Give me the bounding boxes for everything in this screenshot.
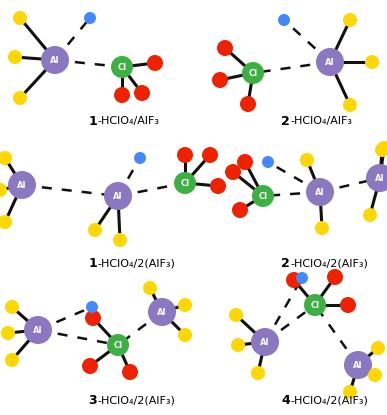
Text: -HClO₄/AlF₃: -HClO₄/AlF₃	[97, 116, 159, 126]
Circle shape	[88, 223, 102, 237]
Circle shape	[286, 272, 302, 288]
Circle shape	[8, 171, 36, 199]
Circle shape	[363, 208, 377, 222]
Text: Al: Al	[353, 361, 363, 369]
Circle shape	[304, 294, 326, 316]
Text: -HClO₄/2(AlF₃): -HClO₄/2(AlF₃)	[97, 258, 175, 268]
Text: -HClO₄/2(AlF₃): -HClO₄/2(AlF₃)	[97, 395, 175, 405]
Text: Al: Al	[50, 56, 60, 64]
Circle shape	[327, 269, 343, 285]
Text: Cl: Cl	[113, 340, 123, 349]
Text: Al: Al	[315, 188, 325, 196]
Circle shape	[1, 326, 15, 340]
Circle shape	[41, 46, 69, 74]
Circle shape	[232, 202, 248, 218]
Circle shape	[344, 351, 372, 379]
Circle shape	[368, 368, 382, 382]
Circle shape	[231, 338, 245, 352]
Text: 2: 2	[281, 115, 290, 127]
Text: 2: 2	[281, 256, 290, 269]
Circle shape	[0, 183, 7, 197]
Circle shape	[5, 300, 19, 314]
Circle shape	[82, 358, 98, 374]
Circle shape	[86, 301, 98, 313]
Circle shape	[147, 55, 163, 71]
Text: Al: Al	[17, 181, 27, 190]
Circle shape	[13, 91, 27, 105]
Circle shape	[212, 72, 228, 88]
Text: 3: 3	[88, 393, 97, 407]
Circle shape	[134, 85, 150, 101]
Circle shape	[251, 366, 265, 380]
Text: -HClO₄/2(AlF₃): -HClO₄/2(AlF₃)	[290, 258, 368, 268]
Text: Al: Al	[113, 191, 123, 200]
Text: Cl: Cl	[180, 178, 190, 188]
Circle shape	[111, 56, 133, 78]
Circle shape	[252, 185, 274, 207]
Circle shape	[296, 272, 308, 284]
Circle shape	[240, 96, 256, 112]
Text: Cl: Cl	[310, 300, 320, 310]
Text: Al: Al	[375, 173, 385, 183]
Text: Al: Al	[260, 337, 270, 347]
Circle shape	[366, 164, 387, 192]
Circle shape	[217, 40, 233, 56]
Text: Al: Al	[33, 325, 43, 334]
Text: -HClO₄/2(AlF₃): -HClO₄/2(AlF₃)	[290, 395, 368, 405]
Circle shape	[316, 48, 344, 76]
Circle shape	[85, 310, 101, 326]
Circle shape	[365, 55, 379, 69]
Circle shape	[177, 147, 193, 163]
Circle shape	[143, 281, 157, 295]
Circle shape	[5, 353, 19, 367]
Text: Al: Al	[157, 308, 167, 317]
Circle shape	[229, 308, 243, 322]
Circle shape	[104, 182, 132, 210]
Circle shape	[178, 298, 192, 312]
Circle shape	[0, 151, 12, 165]
Circle shape	[178, 328, 192, 342]
Text: Al: Al	[325, 58, 335, 66]
Circle shape	[113, 233, 127, 247]
Circle shape	[237, 154, 253, 170]
Circle shape	[251, 328, 279, 356]
Circle shape	[202, 147, 218, 163]
Circle shape	[315, 221, 329, 235]
Circle shape	[306, 178, 334, 206]
Circle shape	[84, 12, 96, 24]
Circle shape	[300, 153, 314, 167]
Circle shape	[174, 172, 196, 194]
Circle shape	[242, 62, 264, 84]
Circle shape	[210, 178, 226, 194]
Circle shape	[8, 50, 22, 64]
Text: 1: 1	[88, 115, 97, 127]
Text: -HClO₄/AlF₃: -HClO₄/AlF₃	[290, 116, 352, 126]
Circle shape	[278, 14, 290, 26]
Circle shape	[148, 298, 176, 326]
Text: 4: 4	[281, 393, 290, 407]
Text: Cl: Cl	[248, 68, 258, 78]
Circle shape	[24, 316, 52, 344]
Circle shape	[340, 297, 356, 313]
Circle shape	[134, 152, 146, 164]
Text: Cl: Cl	[259, 191, 267, 200]
Circle shape	[343, 13, 357, 27]
Circle shape	[343, 385, 357, 399]
Circle shape	[262, 156, 274, 168]
Circle shape	[371, 341, 385, 355]
Circle shape	[377, 141, 387, 155]
Circle shape	[375, 143, 387, 157]
Circle shape	[107, 334, 129, 356]
Text: 1: 1	[88, 256, 97, 269]
Circle shape	[0, 215, 12, 229]
Text: Cl: Cl	[117, 63, 127, 71]
Circle shape	[225, 164, 241, 180]
Circle shape	[13, 11, 27, 25]
Circle shape	[114, 87, 130, 103]
Circle shape	[343, 98, 357, 112]
Circle shape	[122, 364, 138, 380]
